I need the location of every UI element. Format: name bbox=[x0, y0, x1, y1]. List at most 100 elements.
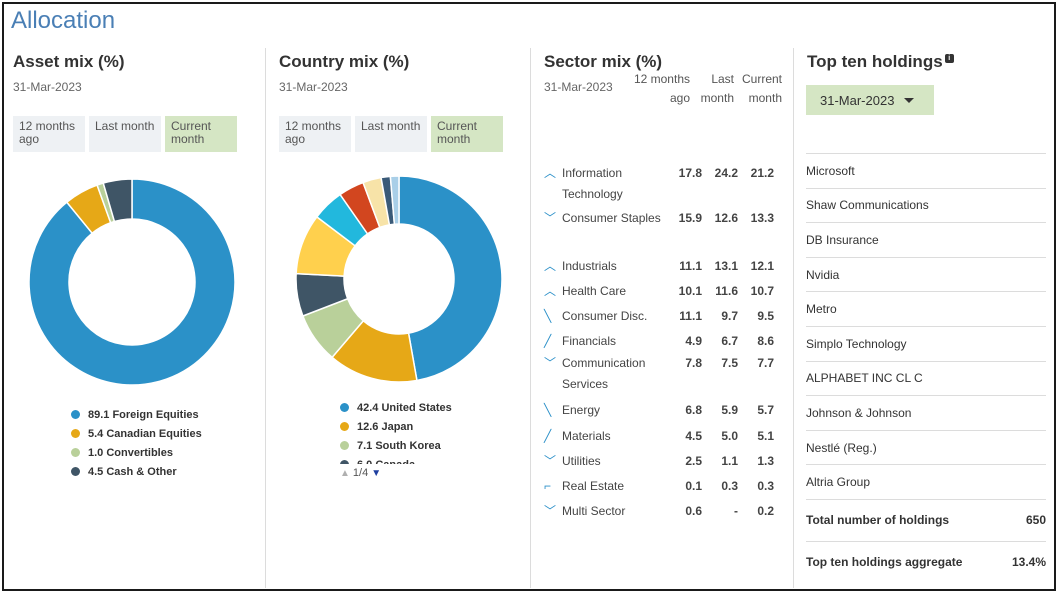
value-last-month: - bbox=[734, 504, 738, 518]
value-last-month: 11.6 bbox=[715, 284, 738, 298]
legend-item: 1.0 Convertibles bbox=[71, 443, 202, 462]
sector-mix-table: 12 months ago Last month Current month ︿… bbox=[544, 0, 789, 593]
toggle-last-month[interactable]: Last month bbox=[355, 116, 427, 152]
sector-row: ﹀ Utilities 2.5 1.1 1.3 bbox=[544, 451, 774, 472]
info-icon[interactable]: i bbox=[944, 54, 954, 63]
sector-row: ⌐ Real Estate 0.1 0.3 0.3 bbox=[544, 476, 774, 497]
divider bbox=[793, 48, 794, 588]
legend-item: 5.4 Canadian Equities bbox=[71, 424, 202, 443]
holding-item: Johnson & Johnson bbox=[806, 395, 1046, 430]
sector-name: Energy bbox=[562, 403, 601, 417]
sector-row: ﹀ Multi Sector 0.6 - 0.2 bbox=[544, 501, 774, 522]
value-last-month: 6.7 bbox=[721, 334, 738, 348]
sector-row: ╲ Energy 6.8 5.9 5.7 bbox=[544, 400, 774, 421]
legend-swatch bbox=[71, 467, 80, 476]
holdings-title: Top ten holdings i bbox=[807, 52, 954, 72]
legend-label: 7.1 South Korea bbox=[357, 439, 441, 452]
toggle-current-month[interactable]: Current month bbox=[165, 116, 237, 152]
divider bbox=[265, 48, 266, 588]
value-12-months-ago: 0.1 bbox=[685, 479, 702, 493]
aggregate-holdings-label: Top ten holdings aggregate bbox=[806, 555, 963, 570]
legend-swatch bbox=[340, 422, 349, 431]
trend-down-icon: ﹀ bbox=[544, 504, 557, 518]
holdings-panel: Top ten holdings i bbox=[807, 52, 954, 72]
holdings-list: Microsoft Shaw Communications DB Insurance… bbox=[806, 153, 1046, 583]
sector-name: Industrials bbox=[562, 259, 617, 273]
aggregate-holdings-row: Top ten holdings aggregate 13.4% bbox=[806, 540, 1046, 583]
trend-flat-up-icon: ⌐ bbox=[544, 479, 552, 493]
country-mix-slice[interactable] bbox=[389, 176, 400, 226]
value-12-months-ago: 4.5 bbox=[685, 429, 702, 443]
value-last-month: 5.0 bbox=[721, 429, 738, 443]
sector-row: ﹀ Consumer Staples 15.9 12.6 13.3 bbox=[544, 208, 774, 229]
legend-item: 6.0 Canada bbox=[340, 455, 452, 464]
legend-label: 5.4 Canadian Equities bbox=[88, 427, 202, 440]
legend-label: 42.4 United States bbox=[357, 401, 452, 414]
sector-row: ︿ Industrials 11.1 13.1 12.1 bbox=[544, 256, 774, 277]
country-mix-date: 31-Mar-2023 bbox=[279, 80, 348, 94]
holding-item: Simplo Technology bbox=[806, 325, 1046, 361]
sector-name: Real Estate bbox=[562, 479, 625, 493]
pager-down-icon[interactable]: ▼ bbox=[371, 467, 382, 479]
sector-row: ╲ Consumer Disc. 11.1 9.7 9.5 bbox=[544, 306, 774, 327]
total-holdings-row: Total number of holdings 650 bbox=[806, 498, 1046, 541]
sector-name: Consumer Staples bbox=[562, 211, 661, 225]
legend-item: 12.6 Japan bbox=[340, 417, 452, 436]
col-current-month: Current month bbox=[741, 72, 782, 105]
value-12-months-ago: 15.9 bbox=[678, 211, 702, 225]
country-mix-slice[interactable] bbox=[398, 176, 502, 382]
legend-label: 12.6 Japan bbox=[357, 420, 414, 433]
value-12-months-ago: 10.1 bbox=[678, 284, 702, 298]
toggle-current-month[interactable]: Current month bbox=[431, 116, 503, 152]
sector-mix-panel: Sector mix (%) 31-Mar-2023 bbox=[544, 52, 662, 94]
legend-item: 4.5 Cash & Other bbox=[71, 462, 202, 481]
value-12-months-ago: 11.1 bbox=[679, 309, 702, 323]
sector-row: ︿ Health Care 10.1 11.6 10.7 bbox=[544, 281, 774, 302]
value-12-months-ago: 6.8 bbox=[685, 403, 702, 417]
value-last-month: 7.5 bbox=[721, 356, 738, 370]
asset-mix-slice[interactable] bbox=[29, 179, 235, 385]
col-12-months-ago: 12 months ago bbox=[633, 72, 690, 105]
trend-up-icon: ︿ bbox=[544, 284, 557, 298]
sector-name: Financials bbox=[562, 334, 617, 348]
trend-up-icon: ︿ bbox=[544, 259, 557, 273]
toggle-12-months-ago[interactable]: 12 months ago bbox=[13, 116, 85, 152]
value-12-months-ago: 0.6 bbox=[685, 504, 702, 518]
legend-swatch bbox=[71, 429, 80, 438]
value-12-months-ago: 17.8 bbox=[678, 166, 702, 180]
value-last-month: 12.6 bbox=[714, 211, 738, 225]
value-12-months-ago: 7.8 bbox=[685, 356, 702, 370]
trend-down-diag-icon: ╲ bbox=[544, 403, 552, 417]
pager-up-icon[interactable]: ▲ bbox=[340, 467, 350, 479]
sector-name: Consumer Disc. bbox=[562, 309, 648, 323]
caret-down-icon bbox=[904, 97, 915, 103]
legend-swatch bbox=[71, 448, 80, 457]
asset-mix-period-toggle: 12 months ago Last month Current month bbox=[13, 116, 237, 152]
legend-item: 7.1 South Korea bbox=[340, 436, 452, 455]
value-last-month: 5.9 bbox=[721, 403, 738, 417]
holdings-date-dropdown[interactable]: 31-Mar-2023 bbox=[806, 85, 934, 115]
asset-mix-legend: 89.1 Foreign Equities 5.4 Canadian Equiti… bbox=[71, 405, 202, 481]
legend-swatch bbox=[340, 403, 349, 412]
value-12-months-ago: 2.5 bbox=[685, 454, 702, 468]
trend-down-icon: ﹀ bbox=[544, 356, 557, 370]
sector-mix-date: 31-Mar-2023 bbox=[544, 80, 613, 94]
sector-name: Health Care bbox=[562, 284, 627, 298]
holding-item: ALPHABET INC CL C bbox=[806, 360, 1046, 396]
toggle-last-month[interactable]: Last month bbox=[89, 116, 161, 152]
legend-label: 6.0 Canada bbox=[357, 459, 415, 465]
holding-item: Metro bbox=[806, 291, 1046, 326]
legend-item: 89.1 Foreign Equities bbox=[71, 405, 202, 424]
country-legend-pager: ▲ 1/4 ▼ bbox=[340, 467, 381, 479]
holding-item: Nvidia bbox=[806, 256, 1046, 292]
value-current-month: 12.1 bbox=[750, 259, 774, 273]
country-mix-donut-chart bbox=[296, 176, 502, 382]
value-current-month: 0.2 bbox=[757, 504, 774, 518]
dropdown-value: 31-Mar-2023 bbox=[820, 92, 895, 108]
sector-name: Multi Sector bbox=[562, 504, 626, 518]
value-12-months-ago: 11.1 bbox=[679, 259, 702, 273]
asset-mix-slice[interactable] bbox=[102, 179, 133, 223]
asset-mix-date: 31-Mar-2023 bbox=[13, 80, 82, 94]
toggle-12-months-ago[interactable]: 12 months ago bbox=[279, 116, 351, 152]
value-last-month: 1.1 bbox=[721, 454, 738, 468]
